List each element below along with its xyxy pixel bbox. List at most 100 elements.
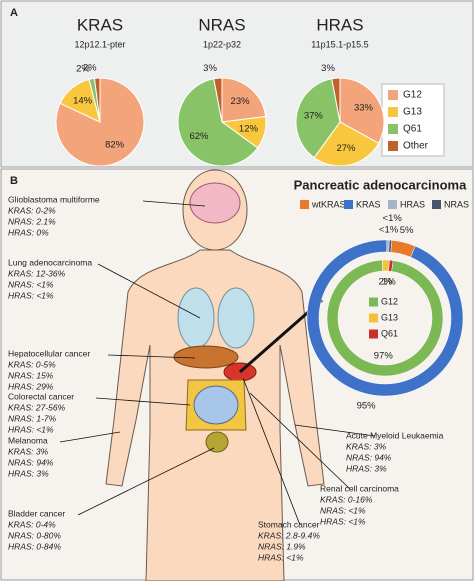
annotation-title: Acute Myeloid Leukaemia: [346, 430, 444, 440]
slice: [313, 121, 380, 167]
legend-label: NRAS: [444, 199, 469, 209]
value-label: 97%: [374, 350, 394, 361]
value-label: 2%: [76, 63, 90, 74]
body-diagram: [105, 169, 325, 582]
slice: [326, 259, 444, 377]
chart-title: Pancreatic adenocarcinoma: [294, 177, 467, 192]
value-label: 23%: [231, 96, 251, 107]
leader-line: [242, 377, 301, 526]
slice: [295, 78, 341, 159]
annotation-line: HRAS: <1%: [8, 290, 54, 300]
annotation-title: Stomach cancer: [258, 519, 320, 529]
legend-swatch: [388, 107, 398, 117]
value-label: <1%: [383, 213, 403, 224]
value-label: 62%: [189, 131, 209, 142]
leader-line: [107, 354, 196, 359]
slice: [221, 77, 267, 123]
value-label: 33%: [354, 103, 374, 114]
annotation-line: NRAS: <1%: [8, 279, 54, 289]
annotation-line: NRAS: <1%: [320, 505, 366, 515]
annotation-line: HRAS: 0%: [8, 227, 49, 237]
value-label: 12%: [239, 123, 259, 134]
value-label: 5%: [400, 225, 414, 236]
value-label: 14%: [73, 95, 93, 106]
annotation-line: KRAS: 12-36%: [8, 268, 66, 278]
leader-line: [77, 447, 215, 516]
legend-swatch: [369, 297, 378, 307]
slice: [213, 77, 223, 123]
annotation-title: Melanoma: [8, 435, 48, 445]
slice: [306, 239, 464, 397]
lung: [217, 287, 255, 349]
value-label: 2%: [379, 277, 393, 288]
leader-line: [97, 263, 201, 319]
panel-label: A: [10, 7, 18, 19]
annotation-line: KRAS: 2.8-9.4%: [258, 530, 320, 540]
value-label: 3%: [321, 63, 335, 74]
slice: [177, 78, 259, 167]
annotation-line: NRAS: 1.9%: [258, 541, 306, 551]
legend-swatch: [369, 313, 378, 323]
panel-label: B: [10, 175, 18, 187]
legend-swatch: [388, 200, 397, 209]
legend-label: G12: [381, 296, 398, 306]
leader-line: [249, 392, 351, 490]
slice: [93, 77, 101, 123]
chart-title: NRAS: [198, 15, 245, 34]
legend-label: Q61: [403, 124, 422, 135]
annotation-line: KRAS: 0-4%: [8, 519, 56, 529]
leader-line: [95, 397, 191, 406]
liver: [173, 345, 239, 369]
slice: [331, 77, 341, 123]
annotation-line: HRAS: 3%: [8, 468, 49, 478]
legend-label: KRAS: [356, 199, 381, 209]
annotation-line: NRAS: 15%: [8, 370, 54, 380]
value-label: 27%: [336, 143, 356, 154]
annotation-line: HRAS: <1%: [320, 516, 366, 526]
annotation-line: NRAS: 2.1%: [8, 216, 56, 226]
lung: [177, 287, 215, 349]
annotation-line: KRAS: 0-16%: [320, 494, 373, 504]
bladder: [205, 431, 229, 453]
value-label: 1%: [382, 277, 396, 288]
annotation-line: KRAS: 0-2%: [8, 205, 56, 215]
annotation-line: HRAS: 29%: [8, 381, 54, 391]
value-label: 2%: [83, 63, 97, 74]
annotation-line: NRAS: 94%: [8, 457, 54, 467]
chart-subtitle: 12p12.1-pter: [74, 39, 125, 49]
annotation-line: HRAS: 3%: [346, 463, 387, 473]
annotation-line: KRAS: 3%: [8, 446, 49, 456]
brain: [189, 182, 241, 224]
slice: [339, 77, 385, 144]
legend-label: wtKRAS: [311, 199, 346, 209]
slice: [388, 239, 393, 253]
intestine: [193, 385, 239, 425]
annotation-title: Glioblastoma multiforme: [8, 194, 100, 204]
annotation-line: NRAS: 1-7%: [8, 413, 57, 423]
legend-swatch: [388, 90, 398, 100]
annotation-line: NRAS: 0-80%: [8, 530, 61, 540]
slice: [381, 259, 390, 272]
slice: [388, 259, 394, 272]
chart-subtitle: 11p15.1-p15.5: [311, 39, 368, 49]
leader-line: [59, 431, 121, 443]
legend-label: Other: [403, 141, 429, 152]
legend-label: G13: [381, 312, 398, 322]
annotation-line: HRAS: <1%: [8, 424, 54, 434]
legend-swatch: [344, 200, 353, 209]
annotation-line: HRAS: 0-84%: [8, 541, 61, 551]
legend-swatch: [369, 329, 378, 339]
chart-title: KRAS: [77, 15, 123, 34]
legend-label: Q61: [381, 328, 398, 338]
value-label: 3%: [203, 63, 217, 74]
legend-label: G13: [403, 107, 422, 118]
annotation-title: Renal cell carcinoma: [320, 483, 399, 493]
legend-swatch: [300, 200, 309, 209]
annotation-line: KRAS: 3%: [346, 441, 387, 451]
annotation-line: KRAS: 27-56%: [8, 402, 66, 412]
legend-swatch: [388, 124, 398, 134]
leader-line: [294, 424, 376, 437]
legend-swatch: [388, 141, 398, 151]
legend-label: HRAS: [400, 199, 425, 209]
